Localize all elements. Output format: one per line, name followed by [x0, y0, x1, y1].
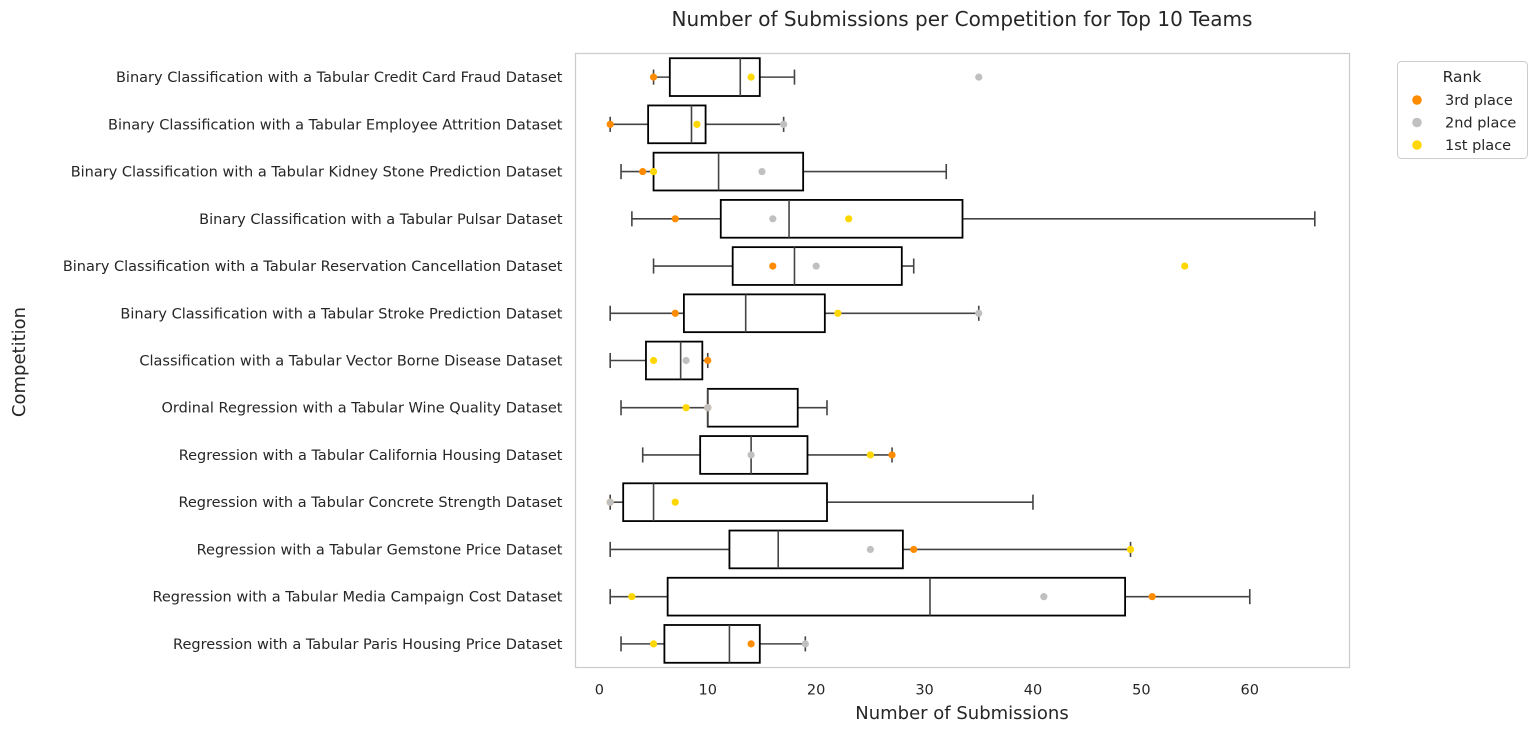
x-axis-label: Number of Submissions — [855, 703, 1068, 724]
y-tick-label: Binary Classification with a Tabular Res… — [63, 259, 563, 275]
y-tick-label: Regression with a Tabular Concrete Stren… — [178, 495, 562, 511]
y-axis-label: Competition — [9, 307, 30, 417]
y-tick-label: Classification with a Tabular Vector Bor… — [139, 354, 562, 370]
points-layer — [606, 73, 1189, 648]
box-group — [609, 576, 1251, 617]
legend-marker — [1412, 140, 1422, 150]
rank-point — [975, 309, 983, 317]
box — [622, 482, 828, 522]
box-group — [609, 482, 1034, 522]
box — [666, 576, 1127, 617]
rank-point — [747, 451, 755, 459]
y-tick-label: Binary Classification with a Tabular Cre… — [116, 70, 563, 86]
y-tick-labels: Binary Classification with a Tabular Cre… — [63, 70, 563, 653]
y-tick-label: Binary Classification with a Tabular Emp… — [108, 117, 563, 133]
box-group — [631, 199, 1316, 239]
legend-title: Rank — [1443, 68, 1482, 86]
rank-point — [866, 545, 874, 554]
rank-point — [704, 404, 712, 412]
legend-frame — [1397, 61, 1528, 159]
rank-point — [649, 356, 658, 365]
x-tick-label: 20 — [807, 683, 825, 699]
rank-point — [1040, 593, 1048, 601]
x-tick-label: 40 — [1024, 683, 1042, 699]
rank-point — [649, 73, 658, 81]
legend-marker — [1412, 117, 1422, 128]
box — [652, 151, 805, 192]
y-tick-label: Regression with a Tabular Gemstone Price… — [197, 542, 563, 558]
y-tick-label: Regression with a Tabular California Hou… — [179, 448, 563, 464]
box-group — [609, 340, 709, 381]
y-tick-label: Regression with a Tabular Paris Housing … — [173, 637, 563, 653]
y-tick-label: Binary Classification with a Tabular Kid… — [71, 165, 563, 181]
box-group — [609, 529, 1132, 570]
rank-point — [769, 215, 777, 223]
rank-point — [1148, 593, 1156, 601]
rank-point — [812, 262, 820, 270]
x-tick-label: 30 — [915, 683, 933, 699]
rank-point — [1126, 545, 1135, 554]
rank-point — [671, 498, 679, 506]
rank-point — [780, 120, 788, 128]
box — [668, 57, 761, 97]
box — [719, 199, 964, 239]
rank-point — [747, 640, 755, 648]
box — [728, 529, 904, 570]
legend-label: 1st place — [1445, 138, 1511, 154]
legend-items: 3rd place 2nd place 1st place — [1412, 93, 1516, 154]
box — [663, 624, 761, 664]
rank-point — [845, 215, 853, 223]
rank-point — [747, 73, 755, 81]
box — [706, 387, 799, 428]
x-tick-label: 50 — [1132, 683, 1150, 699]
legend-label: 3rd place — [1445, 93, 1513, 109]
rank-point — [606, 120, 614, 128]
rank-point — [649, 640, 658, 648]
rank-point — [671, 215, 679, 223]
legend: Rank 3rd place 2nd place 1st place — [1397, 61, 1528, 159]
rank-point — [628, 593, 636, 601]
box — [683, 293, 826, 334]
plot-area — [574, 52, 1351, 669]
rank-point — [649, 167, 658, 176]
box-group — [652, 246, 915, 286]
box-group — [620, 387, 828, 428]
box-group — [620, 624, 807, 664]
chart-title: Number of Submissions per Competition fo… — [672, 7, 1253, 31]
y-tick-label: Regression with a Tabular Media Campaign… — [152, 590, 562, 606]
rank-point — [682, 404, 690, 412]
rank-point — [682, 356, 690, 365]
x-tick-label: 60 — [1241, 683, 1259, 699]
boxes-layer — [609, 57, 1316, 664]
rank-point — [758, 167, 766, 176]
rank-point — [975, 73, 983, 81]
rank-point — [910, 545, 918, 554]
y-tick-label: Binary Classification with a Tabular Str… — [120, 306, 562, 322]
rank-point — [888, 451, 896, 459]
box-group — [641, 435, 893, 475]
rank-point — [606, 498, 614, 506]
box-group — [609, 293, 980, 334]
rank-point — [866, 451, 874, 459]
x-tick-label: 0 — [595, 683, 604, 699]
box-group — [652, 57, 796, 97]
rank-point — [1181, 262, 1189, 270]
rank-point — [671, 309, 679, 317]
rank-point — [693, 120, 701, 128]
y-tick-label: Ordinal Regression with a Tabular Wine Q… — [161, 401, 562, 417]
rank-point — [801, 640, 809, 648]
box-group — [620, 151, 948, 192]
legend-marker — [1412, 95, 1422, 105]
y-tick-label: Binary Classification with a Tabular Pul… — [199, 212, 563, 228]
x-tick-label: 10 — [699, 683, 717, 699]
rank-point — [834, 309, 842, 317]
legend-label: 2nd place — [1445, 116, 1516, 132]
x-tick-labels: 0 10 20 30 40 50 60 — [595, 683, 1259, 699]
rank-point — [639, 167, 647, 176]
rank-point — [704, 356, 712, 365]
rank-point — [769, 262, 777, 270]
